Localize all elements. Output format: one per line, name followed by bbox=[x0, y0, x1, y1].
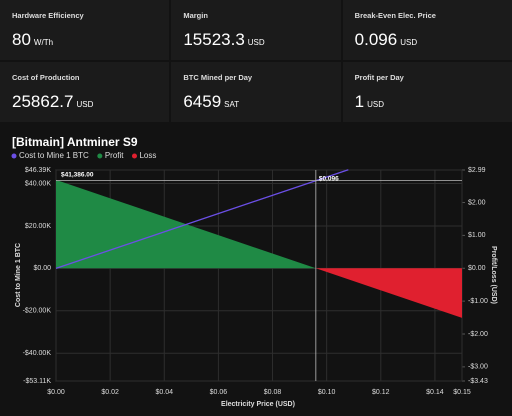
y-tick-label: -$53.11K bbox=[23, 378, 51, 385]
stat-value: 6459 bbox=[183, 92, 222, 111]
stat-label: BTC Mined per Day bbox=[183, 73, 253, 82]
stat-value-row: 0.096 USD bbox=[355, 30, 500, 50]
stat-card: Margin 15523.3 USD bbox=[171, 0, 341, 60]
stat-value: 1 bbox=[354, 92, 365, 111]
x-tick-label: $0.00 bbox=[47, 389, 65, 396]
stat-card: Cost of Production 25862.7 USD bbox=[0, 62, 170, 122]
stat-unit: USD bbox=[247, 38, 265, 47]
x-axis-title: Electricity Price (USD) bbox=[221, 401, 295, 408]
y-axis-title: Cost to Mine 1 BTC bbox=[15, 243, 22, 307]
legend-swatch bbox=[97, 153, 103, 159]
y-tick-label: $46.39K bbox=[25, 167, 51, 174]
stat-value-row: 25862.7 USD bbox=[12, 92, 157, 112]
y2-tick-label: $2.99 bbox=[468, 167, 486, 174]
stat-unit: USD bbox=[367, 100, 385, 109]
y2-tick-label: -$2.00 bbox=[468, 331, 488, 338]
stat-value: 80 bbox=[12, 30, 31, 49]
x-tick-label: $0.10 bbox=[318, 389, 336, 396]
stat-value: 25862.7 bbox=[12, 92, 74, 111]
x-tick-label: $0.15 bbox=[453, 389, 471, 396]
stat-value-row: 6459 SAT bbox=[183, 92, 328, 112]
legend-label: Profit bbox=[105, 151, 124, 160]
stat-unit: SAT bbox=[224, 100, 240, 109]
stat-value-row: 15523.3 USD bbox=[183, 30, 328, 50]
stat-label: Cost of Production bbox=[12, 73, 80, 82]
x-tick-label: $0.14 bbox=[426, 389, 444, 396]
line bbox=[55, 169, 349, 269]
chart: [Bitmain] Antminer S9 Electricity Price … bbox=[11, 135, 497, 408]
area bbox=[315, 268, 462, 318]
crosshair-y-label: $41,386.00 bbox=[61, 171, 94, 178]
y-tick-label: -$20.00K bbox=[23, 308, 52, 315]
stat-unit: USD bbox=[76, 100, 94, 109]
stat-value-row: 80 W/Th bbox=[12, 30, 157, 50]
stat-value: 0.096 bbox=[354, 30, 398, 49]
y2-tick-label: -$3.43 bbox=[468, 378, 488, 385]
crosshair-x-label: $0.096 bbox=[319, 175, 339, 182]
stat-value: 15523.3 bbox=[183, 30, 245, 49]
y2-tick-label: -$1.00 bbox=[468, 298, 488, 305]
stat-card: Profit per Day 1 USD bbox=[342, 62, 512, 122]
y-tick-label: $40.00K bbox=[25, 180, 51, 187]
x-tick-label: $0.06 bbox=[210, 389, 228, 396]
stat-value-row: 1 USD bbox=[355, 92, 500, 112]
chart-title: [Bitmain] Antminer S9 bbox=[12, 135, 138, 149]
legend-swatch bbox=[131, 153, 137, 159]
x-tick-label: $0.02 bbox=[101, 389, 119, 396]
stat-label: Hardware Efficiency bbox=[12, 11, 84, 20]
y2-axis-title: Profit/Loss (USD) bbox=[490, 246, 497, 304]
stat-label: Margin bbox=[183, 11, 208, 20]
y-tick-label: $0.00 bbox=[33, 265, 51, 272]
stat-unit: W/Th bbox=[33, 38, 54, 47]
stats: Hardware Efficiency 80 W/Th Margin 15523.3 US… bbox=[0, 0, 512, 122]
x-tick-label: $0.12 bbox=[372, 389, 390, 396]
y-tick-label: -$40.00K bbox=[23, 350, 52, 357]
stat-card: Break-Even Elec. Price 0.096 USD bbox=[342, 0, 512, 60]
stat-label: Profit per Day bbox=[354, 73, 404, 82]
legend-label: Loss bbox=[139, 151, 156, 160]
y-tick-label: $20.00K bbox=[25, 223, 51, 230]
legend-label: Cost to Mine 1 BTC bbox=[19, 151, 89, 160]
y2-tick-label: -$3.00 bbox=[468, 364, 488, 371]
y2-tick-label: $1.00 bbox=[468, 232, 486, 239]
y2-tick-label: $2.00 bbox=[468, 199, 486, 206]
x-tick-label: $0.08 bbox=[264, 389, 282, 396]
stat-label: Break-Even Elec. Price bbox=[354, 11, 436, 20]
y2-tick-label: $0.00 bbox=[468, 265, 486, 272]
stat-card: BTC Mined per Day 6459 SAT bbox=[171, 62, 341, 122]
legend-swatch bbox=[11, 153, 17, 159]
stat-card: Hardware Efficiency 80 W/Th bbox=[0, 0, 170, 60]
x-tick-label: $0.04 bbox=[156, 389, 174, 396]
stat-unit: USD bbox=[400, 38, 418, 47]
